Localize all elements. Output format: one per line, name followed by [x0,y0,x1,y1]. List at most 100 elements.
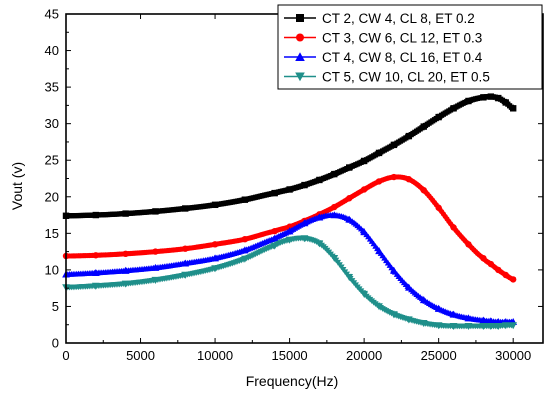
data-point [360,290,368,298]
data-point [301,181,308,189]
data-point [122,210,129,217]
legend-label: CT 4, CW 8, CL 16, ET 0.4 [322,50,483,65]
data-point [300,235,309,243]
data-point [286,186,293,193]
data-point [509,322,518,330]
data-point [464,314,473,322]
data-point [346,164,353,171]
y-tick-label: 30 [45,116,59,131]
data-point [509,105,517,112]
data-point [375,178,383,185]
data-point [92,211,100,219]
data-point [91,282,100,290]
data-point [181,259,190,267]
data-point [375,247,383,255]
y-tick-label: 45 [45,7,59,22]
data-point [330,211,339,219]
axes: 0 5000 10000 15000 20000 25000 30000 0 5 10 15 20 25… [45,7,544,363]
x-tick-label: 25000 [421,348,457,363]
legend-label: CT 5, CW 10, CL 20, ET 0.5 [322,70,490,85]
x-tick-label: 30000 [495,348,531,363]
x-tick-label: 5000 [126,348,155,363]
y-tick-label: 25 [45,153,59,168]
data-point [121,266,130,274]
data-point [479,316,488,324]
legend-marker [295,52,305,61]
data-point [285,236,294,244]
data-point [315,240,324,248]
legend: CT 2, CW 4, CL 8, ET 0.2 CT 3, CW 6, CL 1… [277,4,543,90]
data-point [241,246,249,254]
data-point [405,176,413,183]
y-tick-label: 15 [45,226,59,241]
x-tick-label: 10000 [197,348,233,363]
y-tick-label: 10 [45,262,59,277]
x-axis-title: Frequency(Hz) [246,373,339,389]
data-point [405,132,413,140]
data-point [345,215,354,223]
data-point [419,320,428,328]
legend-marker [295,72,305,82]
data-point [390,173,398,181]
data-point [360,186,368,193]
data-point [91,268,100,277]
data-point [360,157,368,165]
series-2 [62,173,517,283]
data-point [486,322,495,331]
data-point [241,255,249,263]
data-point [464,322,473,331]
data-point [494,322,503,331]
data-point [487,260,495,268]
data-point [486,317,495,325]
legend-marker [296,14,304,22]
data-point [285,227,294,235]
data-point [346,195,353,202]
data-point [480,254,487,262]
data-point [211,265,219,273]
data-point [501,322,510,330]
data-point [270,242,279,250]
data-point [420,186,427,194]
data-point [435,113,442,121]
data-point [419,296,428,304]
data-point [211,201,219,209]
data-point [390,311,398,319]
data-point [449,310,458,318]
legend-label: CT 2, CW 4, CL 8, ET 0.2 [322,11,475,26]
data-point [502,99,509,106]
data-point [434,322,443,330]
legend-entry: CT 3, CW 6, CL 12, ET 0.3 [284,31,482,46]
data-point [151,276,160,284]
data-point [182,205,189,212]
data-point [480,94,487,101]
data-point [181,271,190,279]
data-point [495,94,502,102]
data-point [271,227,278,235]
data-point [465,241,472,248]
data-point [152,208,159,215]
data-point [420,123,427,130]
data-point [316,176,323,184]
data-point [502,271,509,279]
series-1 [62,93,517,219]
data-point [152,248,159,255]
legend-entry: CT 5, CW 10, CL 20, ET 0.5 [284,70,490,85]
data-point [405,283,413,291]
data-point [375,303,383,311]
data-point [211,241,219,248]
data-point [509,276,517,283]
y-axis-title: Vout (v) [9,162,25,210]
y-tick-label: 0 [52,336,59,351]
data-point [270,234,279,242]
data-point [331,203,338,211]
y-tick-label: 40 [45,43,59,58]
legend-box [277,4,543,90]
data-point [487,93,495,100]
y-tick-label: 20 [45,189,59,204]
legend-entry: CT 2, CW 4, CL 8, ET 0.2 [284,11,475,26]
data-point [330,254,339,263]
data-point [331,170,338,178]
data-point [300,219,309,227]
data-point [315,213,324,221]
